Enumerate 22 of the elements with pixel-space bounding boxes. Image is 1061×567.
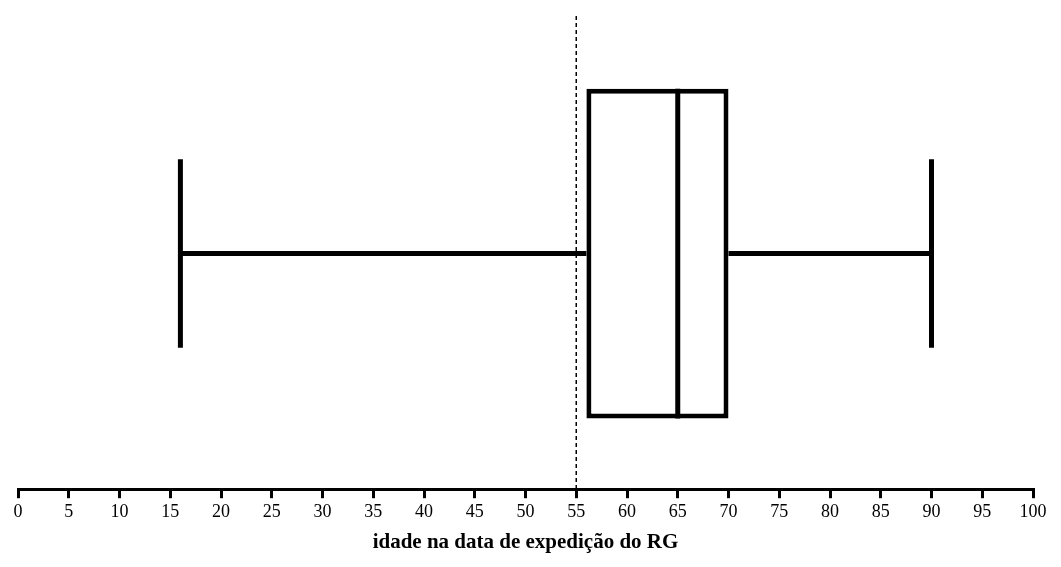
- x-tick-label: 85: [871, 500, 890, 521]
- x-tick-label: 70: [719, 500, 738, 521]
- x-tick-label: 25: [262, 500, 281, 521]
- x-tick-label: 75: [770, 500, 789, 521]
- x-tick-label: 95: [973, 500, 992, 521]
- x-tick-label: 0: [13, 500, 23, 521]
- x-tick-label: 40: [415, 500, 433, 521]
- x-tick-label: 5: [64, 500, 74, 521]
- x-tick-label: 30: [313, 500, 332, 521]
- x-tick-label: 90: [922, 500, 941, 521]
- x-tick-label: 55: [567, 500, 586, 521]
- x-tick-label: 80: [821, 500, 839, 521]
- x-axis-title: idade na data de expedição do RG: [372, 528, 679, 553]
- x-tick-label: 20: [212, 500, 230, 521]
- x-tick-label: 50: [516, 500, 535, 521]
- x-tick-label: 10: [110, 500, 129, 521]
- x-tick-label: 45: [465, 500, 484, 521]
- x-tick-label: 35: [364, 500, 383, 521]
- x-tick-label: 65: [668, 500, 687, 521]
- x-tick-label: 100: [1019, 500, 1047, 521]
- x-tick-label: 60: [618, 500, 636, 521]
- x-tick-label: 15: [161, 500, 180, 521]
